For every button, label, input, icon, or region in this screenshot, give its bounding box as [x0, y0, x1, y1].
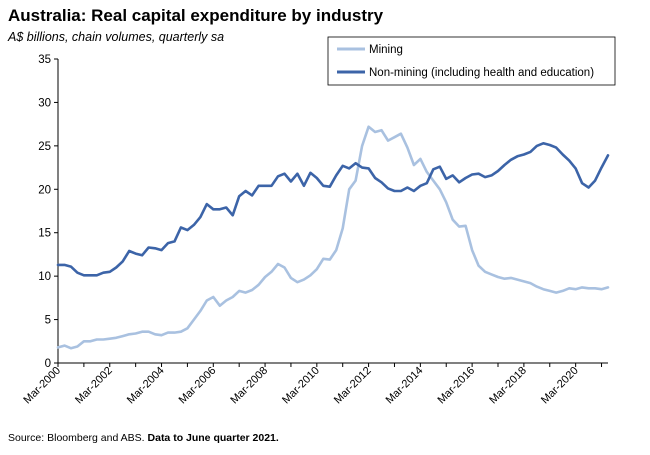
y-tick-label: 0 [45, 358, 51, 370]
chart-title: Australia: Real capital expenditure by i… [8, 6, 384, 25]
x-tick-label: Mar-2020 [539, 365, 581, 407]
legend-label-non-mining: Non-mining (including health and educati… [369, 67, 594, 79]
legend: Mining Non-mining (including health and … [327, 36, 616, 86]
x-tick-label: Mar-2004 [125, 365, 167, 407]
x-tick-label: Mar-2018 [487, 365, 529, 407]
y-tick-label: 25 [38, 141, 51, 153]
x-tick-label: Mar-2000 [21, 365, 63, 407]
x-tick-label: Mar-2012 [332, 365, 374, 407]
x-tick-label: Mar-2002 [73, 365, 115, 407]
data-note: Data to June quarter 2021. [147, 432, 279, 444]
source-text: Source: Bloomberg and ABS. [8, 432, 145, 444]
y-tick-label: 5 [45, 315, 51, 327]
legend-label-mining: Mining [369, 44, 403, 56]
y-tick-label: 20 [38, 184, 51, 196]
source-note: Source: Bloomberg and ABS. Data to June … [8, 432, 279, 444]
y-tick-label: 35 [38, 54, 51, 66]
x-tick-label: Mar-2010 [280, 365, 322, 407]
y-tick-label: 30 [38, 97, 51, 109]
x-tick-label: Mar-2008 [228, 365, 270, 407]
y-tick-label: 10 [38, 271, 51, 283]
series-line-non-mining [56, 142, 610, 277]
x-tick-label: Mar-2006 [177, 365, 219, 407]
legend-box [327, 36, 616, 86]
chart-subtitle: A$ billions, chain volumes, quarterly sa [8, 30, 225, 44]
series-layer [56, 125, 610, 350]
y-tick-label: 15 [38, 228, 51, 240]
x-tick-label: Mar-2014 [384, 365, 426, 407]
series-line-mining [56, 125, 610, 350]
x-tick-label: Mar-2016 [435, 365, 477, 407]
